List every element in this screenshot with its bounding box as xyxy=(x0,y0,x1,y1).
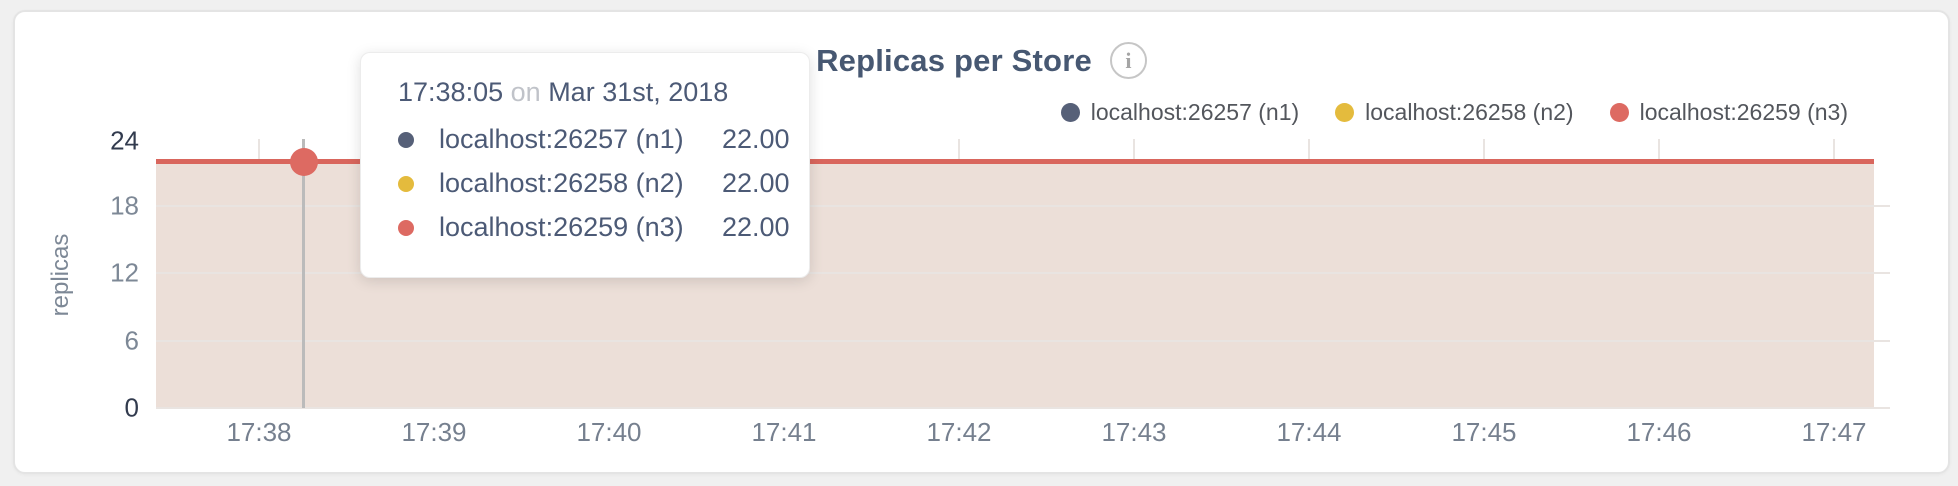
tooltip-time: 17:38:05 xyxy=(398,77,504,107)
tooltip-date: Mar 31st, 2018 xyxy=(548,77,729,107)
x-tick-1741: 17:41 xyxy=(751,417,817,447)
legend-item-n3[interactable]: localhost:26259 (n3) xyxy=(1609,99,1848,126)
tooltip-on-word: on xyxy=(510,77,541,107)
legend-item-n1[interactable]: localhost:26257 (n1) xyxy=(1060,99,1300,126)
x-tick-1746: 17:46 xyxy=(1626,417,1692,447)
x-tick-1747: 17:47 xyxy=(1801,417,1867,447)
x-tick-1739: 17:39 xyxy=(401,417,467,447)
tooltip-series-value: 22.00 xyxy=(722,124,790,154)
tooltip-row-n1: localhost:26257 (n1) 22.00 xyxy=(398,124,809,155)
chart-tooltip: 17:38:05 on Mar 31st, 2018 localhost:262… xyxy=(360,52,810,278)
legend-dot-n2-icon xyxy=(1335,103,1355,122)
y-axis-label: replicas xyxy=(47,233,74,317)
hover-guideline xyxy=(302,139,305,408)
y-tick-0: 0 xyxy=(124,392,139,423)
tooltip-series-value: 22.00 xyxy=(722,212,790,242)
y-tick-24: 24 xyxy=(110,125,139,156)
legend-dot-n3-icon xyxy=(1609,103,1629,122)
tooltip-series-value: 22.00 xyxy=(722,168,790,198)
tooltip-series-name: localhost:26259 (n3) xyxy=(439,212,684,242)
hover-point-icon xyxy=(290,148,318,176)
info-icon[interactable]: i xyxy=(1109,42,1147,79)
chart-card: Replicas per Store i localhost:26257 (n1… xyxy=(13,10,1950,474)
tooltip-series-name: localhost:26257 (n1) xyxy=(439,124,684,154)
x-tick-1744: 17:44 xyxy=(1276,417,1342,447)
legend-label: localhost:26257 (n1) xyxy=(1090,99,1300,125)
plot-area xyxy=(15,12,1948,472)
y-tick-18: 18 xyxy=(110,190,139,221)
gridline xyxy=(156,340,1890,342)
tooltip-dot-n3-icon xyxy=(398,219,414,236)
tooltip-series-name: localhost:26258 (n2) xyxy=(439,168,684,198)
x-tick-1738: 17:38 xyxy=(226,417,292,447)
y-tick-12: 12 xyxy=(110,257,139,288)
chart-legend: localhost:26257 (n1) localhost:26258 (n2… xyxy=(1060,99,1848,126)
tooltip-row-n2: localhost:26258 (n2) 22.00 xyxy=(398,168,809,199)
gridline xyxy=(156,205,1890,207)
gridline xyxy=(156,407,1890,409)
series-line-22 xyxy=(156,159,1874,164)
tooltip-dot-n1-icon xyxy=(398,131,414,148)
gridline xyxy=(156,272,1890,274)
x-tick-1740: 17:40 xyxy=(576,417,642,447)
chart-title: Replicas per Store xyxy=(816,42,1092,78)
legend-item-n2[interactable]: localhost:26258 (n2) xyxy=(1335,99,1574,126)
tooltip-timestamp: 17:38:05 on Mar 31st, 2018 xyxy=(398,77,809,108)
legend-label: localhost:26259 (n3) xyxy=(1639,99,1848,125)
x-tick-1743: 17:43 xyxy=(1101,417,1167,447)
tooltip-dot-n2-icon xyxy=(398,175,414,192)
y-tick-6: 6 xyxy=(124,325,139,356)
legend-dot-n1-icon xyxy=(1060,103,1080,122)
x-tick-1745: 17:45 xyxy=(1451,417,1517,447)
chart-header: Replicas per Store i xyxy=(15,42,1948,79)
tooltip-row-n3: localhost:26259 (n3) 22.00 xyxy=(398,212,809,243)
legend-label: localhost:26258 (n2) xyxy=(1365,99,1574,125)
x-tick-1742: 17:42 xyxy=(926,417,992,447)
